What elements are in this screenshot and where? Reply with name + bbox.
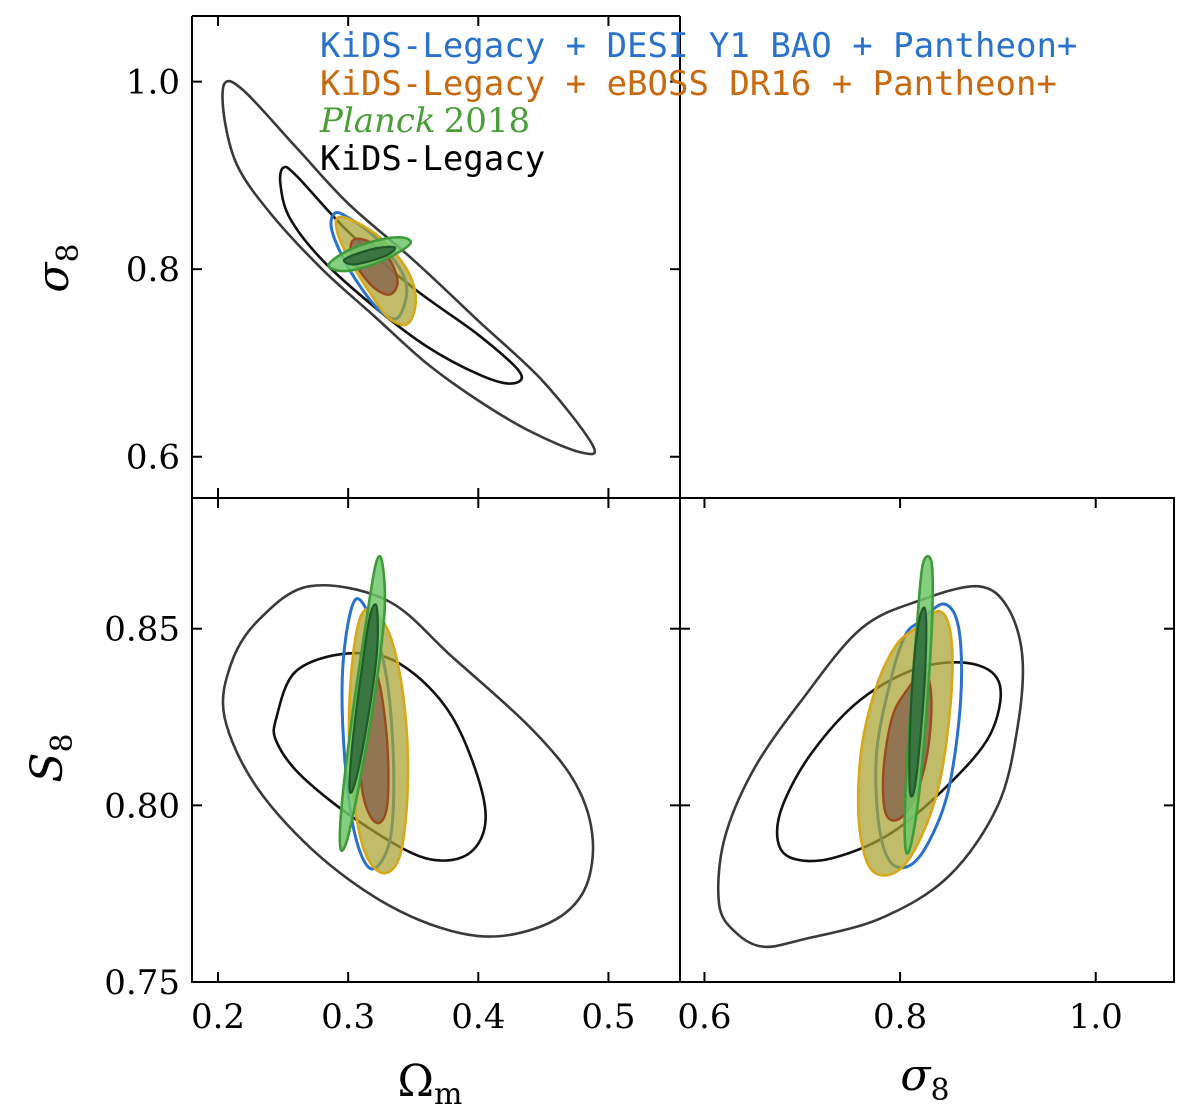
xlabel-sigma8-main: σ — [900, 1050, 932, 1101]
axis-tick-labels: 0.6 0.8 1.0 0.75 0.80 0.85 0.2 0.3 0.4 0.5 0.6 0.8 1… — [104, 63, 1122, 1037]
ytick-label-sigma8: 0.8 — [126, 250, 180, 290]
contour-planck-inner — [908, 606, 928, 798]
ylabel-s8-main: S — [22, 752, 73, 782]
ytick-label-s8: 0.80 — [104, 786, 180, 826]
contour-planck-inner — [342, 245, 397, 266]
xtick-label-sigma8: 0.8 — [873, 997, 927, 1037]
panel-s8-vs-sigma8 — [716, 554, 1025, 949]
panel-sigma8-vs-omega-m — [221, 79, 597, 456]
ytick-label-s8: 0.75 — [104, 963, 180, 1003]
contour-kids-legacy-outer — [221, 79, 597, 456]
ylabel-sigma8-sub: 8 — [51, 243, 86, 262]
legend-entry-kids: KiDS-Legacy — [320, 139, 545, 179]
legend-entry-planck: Planck 2018 — [319, 101, 530, 141]
contour-kids-legacy-inner — [775, 661, 1003, 863]
frame-bottom-left — [191, 497, 681, 983]
xtick-label-sigma8: 1.0 — [1069, 997, 1123, 1037]
ytick-label-s8: 0.85 — [104, 610, 180, 650]
axis-ticks — [192, 16, 1174, 983]
panel-frames — [191, 15, 1175, 983]
xtick-label-omega-m: 0.5 — [581, 997, 635, 1037]
xlabel-omega-m: Ωm — [398, 1056, 463, 1112]
ytick-label-sigma8: 0.6 — [126, 438, 180, 478]
xtick-label-sigma8: 0.6 — [677, 997, 731, 1037]
xlabel-omega-m-main: Ω — [398, 1056, 434, 1107]
legend-entry-eboss: KiDS-Legacy + eBOSS DR16 + Pantheon+ — [320, 64, 1057, 104]
contour-planck-inner — [348, 603, 379, 794]
legend: KiDS-Legacy + DESI Y1 BAO + Pantheon+ Ki… — [319, 26, 1077, 179]
legend-entry-planck-italic: Planck — [319, 101, 436, 141]
contour-kids-legacy-outer — [716, 584, 1025, 949]
xtick-label-omega-m: 0.4 — [451, 997, 505, 1037]
ylabel-sigma8-main: σ — [28, 261, 79, 293]
panel-s8-vs-omega-m — [221, 554, 595, 938]
contour-kids-legacy-inner — [272, 651, 487, 862]
xtick-label-omega-m: 0.2 — [191, 997, 245, 1037]
ylabel-s8-sub: 8 — [45, 733, 80, 752]
ylabel-sigma8: σ8 — [28, 243, 86, 292]
axis-labels: σ8 S8 Ωm σ8 — [22, 243, 950, 1112]
frame-bottom-right — [679, 497, 1175, 983]
ylabel-s8: S8 — [22, 733, 80, 782]
legend-entry-planck-rest: 2018 — [444, 101, 531, 141]
contour-kids-legacy-outer — [221, 584, 595, 938]
legend-entry-desi: KiDS-Legacy + DESI Y1 BAO + Pantheon+ — [320, 26, 1077, 66]
xlabel-sigma8-sub: 8 — [930, 1073, 949, 1108]
ytick-label-sigma8: 1.0 — [126, 63, 180, 103]
xlabel-sigma8: σ8 — [900, 1050, 949, 1108]
xtick-label-omega-m: 0.3 — [321, 997, 375, 1037]
xlabel-omega-m-sub: m — [434, 1077, 462, 1112]
